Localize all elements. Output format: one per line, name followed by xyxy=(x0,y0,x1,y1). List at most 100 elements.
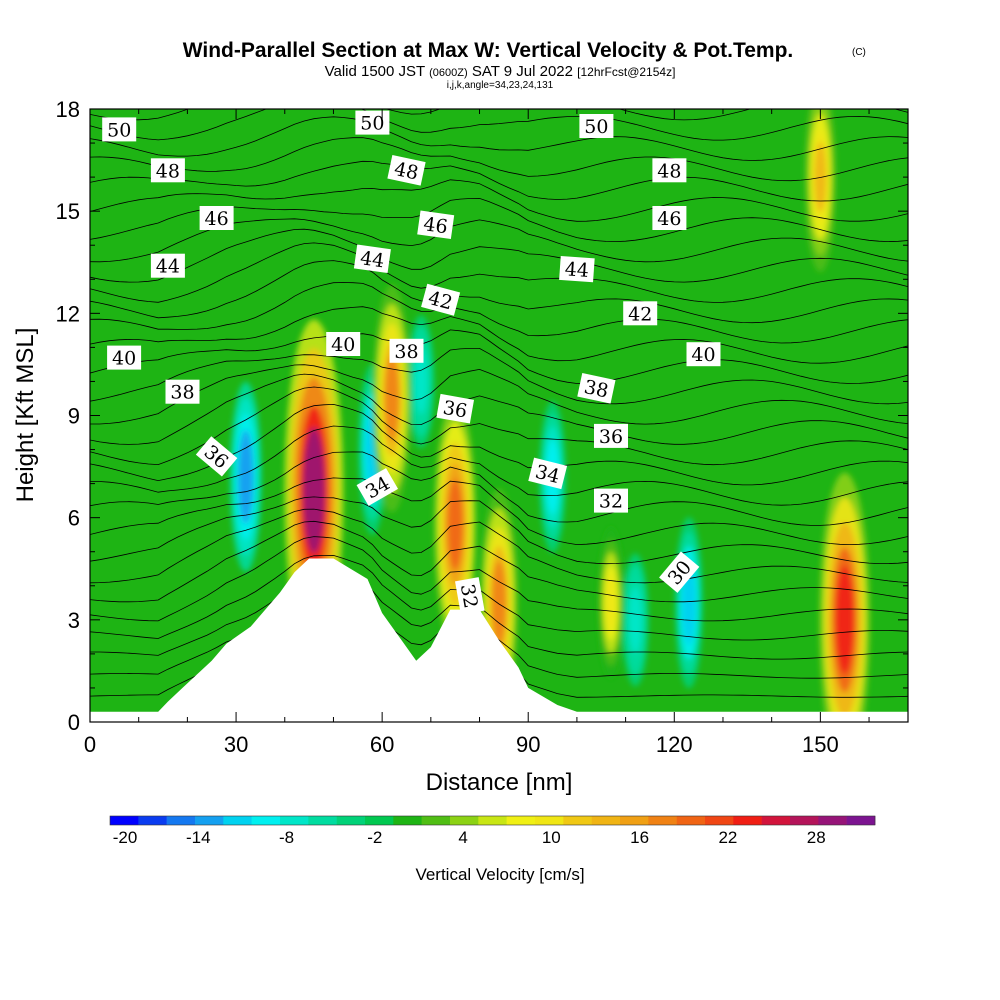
colorbar-tick-labels: -20 -14 -8 -2 4 10 16 22 28 xyxy=(113,828,826,847)
colorbar-swatch xyxy=(393,816,422,825)
theta-contour xyxy=(90,536,908,622)
chart-title-mark: (C) xyxy=(852,47,866,58)
velocity-level xyxy=(835,565,854,675)
chart-subtitle-indices: i,j,k,angle=34,23,24,131 xyxy=(447,80,554,91)
downdraft-cell xyxy=(674,517,703,689)
theta-label: 46 xyxy=(417,210,455,240)
theta-label-box xyxy=(579,114,614,138)
theta-contour xyxy=(90,477,908,546)
updraft-cell xyxy=(819,472,870,722)
theta-label: 38 xyxy=(165,379,200,404)
theta-contour xyxy=(90,425,908,506)
downdraft-cell xyxy=(407,314,435,448)
theta-label-text: 38 xyxy=(170,382,194,404)
theta-label-box xyxy=(102,117,137,142)
colorbar-swatch xyxy=(705,816,734,825)
chart-title: Wind-Parallel Section at Max W: Vertical… xyxy=(183,39,794,62)
theta-label-text: 36 xyxy=(441,397,469,423)
colorbar-swatch xyxy=(365,816,394,825)
y-tick-label: 6 xyxy=(68,506,80,531)
theta-label: 36 xyxy=(594,423,628,448)
theta-label-box xyxy=(577,373,616,404)
x-axis-label: Distance [nm] xyxy=(426,769,573,796)
colorbar-tick-label: 16 xyxy=(630,828,649,847)
x-tick-label: 120 xyxy=(656,732,693,757)
theta-label-text: 44 xyxy=(564,258,590,282)
theta-label: 42 xyxy=(623,301,658,326)
colorbar-swatch xyxy=(110,816,139,825)
colorbar xyxy=(109,815,876,826)
theta-label: 50 xyxy=(355,110,390,135)
theta-label-box xyxy=(594,488,628,513)
theta-label-box xyxy=(165,379,200,404)
colorbar-swatch xyxy=(818,816,847,825)
theta-contour xyxy=(90,137,908,182)
updraft-cell xyxy=(597,526,625,679)
theta-label: 44 xyxy=(150,253,185,278)
colorbar-swatch xyxy=(733,816,762,825)
theta-contour xyxy=(90,306,908,364)
theta-contour xyxy=(90,116,908,161)
theta-label-box xyxy=(387,155,426,186)
theta-contour xyxy=(90,496,908,565)
subtitle-date: SAT 9 Jul 2022 xyxy=(472,63,573,80)
colorbar-swatch xyxy=(790,816,819,825)
x-tick-label: 150 xyxy=(802,732,839,757)
y-tick-label: 12 xyxy=(56,301,80,326)
velocity-level xyxy=(239,441,252,512)
theta-label-box xyxy=(326,332,361,356)
theta-label-box xyxy=(355,110,390,135)
theta-label-text: 40 xyxy=(112,348,136,370)
theta-label-text: 36 xyxy=(599,426,623,448)
theta-label: 34 xyxy=(528,457,568,490)
theta-label-text: 48 xyxy=(657,160,681,182)
theta-contour xyxy=(90,242,908,303)
theta-label: 38 xyxy=(577,373,616,404)
theta-label-box xyxy=(353,244,391,274)
theta-contour xyxy=(90,109,908,141)
theta-label-box xyxy=(652,158,687,183)
theta-label: 50 xyxy=(102,117,137,142)
terrain-mask xyxy=(90,558,908,722)
theta-label-box xyxy=(559,255,595,283)
y-tick-label: 9 xyxy=(68,404,80,429)
theta-label: 32 xyxy=(455,577,485,615)
colorbar-tick-label: -14 xyxy=(186,828,211,847)
theta-label-text: 32 xyxy=(599,491,623,513)
velocity-level xyxy=(630,595,641,645)
theta-label-box xyxy=(389,338,424,363)
x-tick-label: 60 xyxy=(370,732,394,757)
x-tick-label: 0 xyxy=(84,732,96,757)
colorbar-tick-label: -2 xyxy=(367,828,382,847)
colorbar-swatch xyxy=(648,816,677,825)
theta-label-box xyxy=(659,551,700,593)
theta-contour xyxy=(90,348,908,405)
theta-contour xyxy=(90,451,908,526)
theta-label: 46 xyxy=(199,206,234,230)
theta-label-box xyxy=(356,468,399,506)
y-tick-label: 15 xyxy=(56,199,80,224)
theta-label-box xyxy=(455,577,485,615)
y-tick-label: 0 xyxy=(68,710,80,735)
colorbar-swatch xyxy=(336,816,366,825)
velocity-level xyxy=(491,560,507,645)
theta-contour xyxy=(90,575,908,660)
colorbar-swatch xyxy=(421,816,451,825)
colorbar-swatch xyxy=(506,816,536,825)
colorbar-swatch xyxy=(195,816,224,825)
colorbar-swatch xyxy=(308,816,337,825)
theta-contour xyxy=(90,386,908,466)
colorbar-swatch xyxy=(280,816,309,825)
x-tick-label: 30 xyxy=(224,732,248,757)
colorbar-swatch xyxy=(450,816,479,825)
theta-label: 40 xyxy=(326,332,361,356)
y-axis-label: Height [Kft MSL] xyxy=(12,328,39,503)
x-tick-labels: 0 30 60 90 120 150 xyxy=(84,732,839,757)
chart-subtitle: Valid 1500 JST (0600Z) SAT 9 Jul 2022 [1… xyxy=(325,63,676,80)
colorbar-tick-label: -20 xyxy=(113,828,138,847)
theta-label-box xyxy=(417,210,455,240)
theta-contour xyxy=(90,329,908,384)
theta-label-box xyxy=(436,393,475,424)
